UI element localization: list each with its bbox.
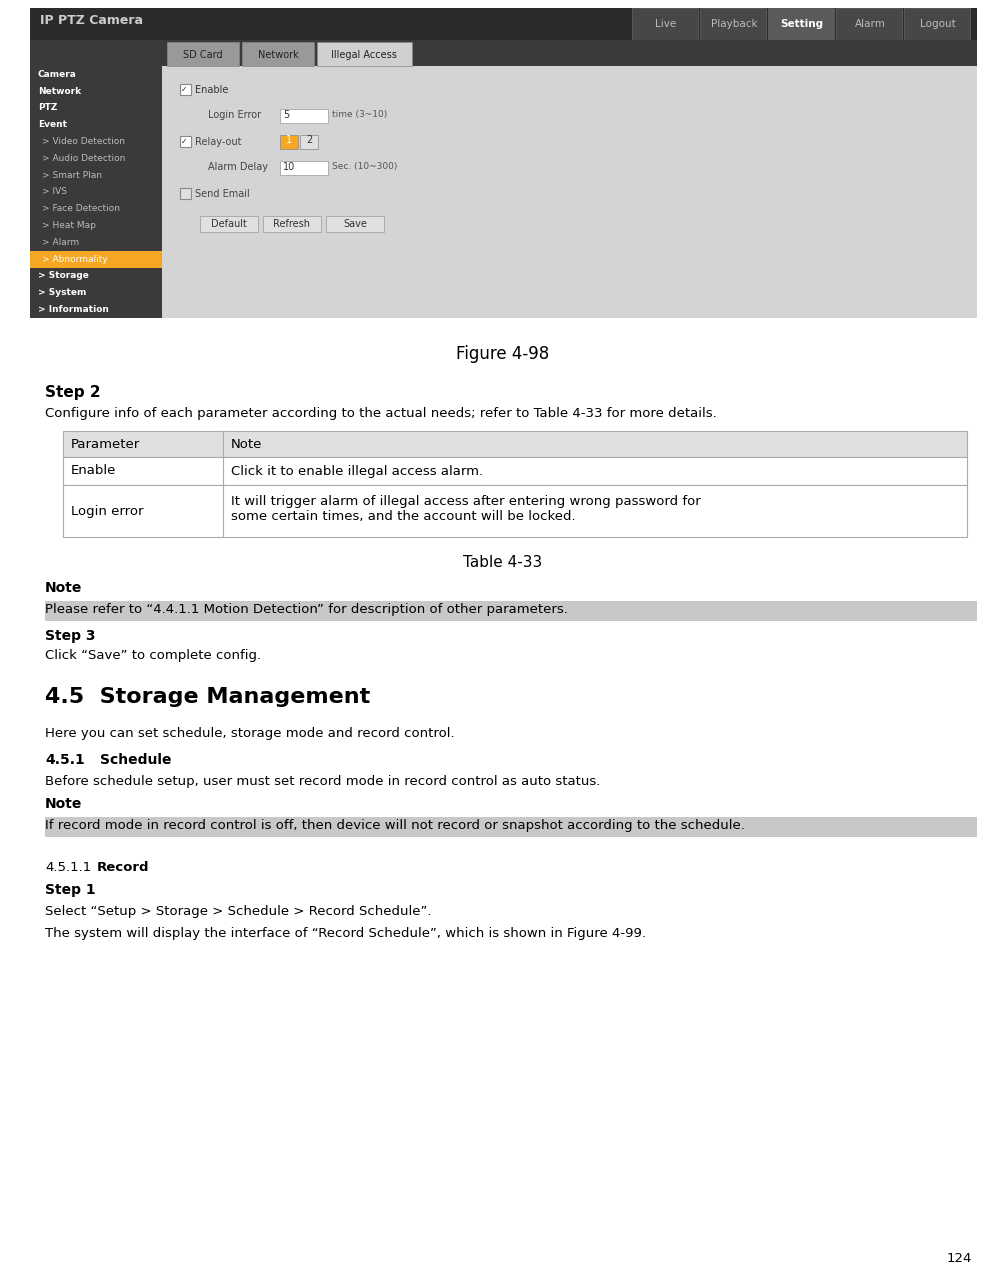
Text: > Alarm: > Alarm: [42, 238, 80, 247]
Text: Camera: Camera: [38, 69, 77, 78]
Text: Step 1: Step 1: [45, 883, 96, 897]
Bar: [242, 42, 314, 66]
Text: Schedule: Schedule: [100, 753, 171, 767]
Text: Table 4-33: Table 4-33: [463, 555, 543, 571]
Text: Relay-out: Relay-out: [195, 137, 242, 146]
Text: > Storage: > Storage: [38, 271, 89, 280]
Text: Playback: Playback: [711, 19, 757, 30]
Text: 124: 124: [947, 1252, 972, 1264]
Text: > Information: > Information: [38, 305, 109, 314]
Bar: [45, 601, 977, 621]
Text: Note: Note: [45, 581, 83, 595]
Text: Before schedule setup, user must set record mode in record control as auto statu: Before schedule setup, user must set rec…: [45, 775, 600, 788]
Bar: [167, 42, 239, 66]
Text: Enable: Enable: [195, 85, 229, 95]
Text: Step 3: Step 3: [45, 628, 96, 642]
Text: > Face Detection: > Face Detection: [42, 204, 120, 213]
Text: Login Error: Login Error: [208, 111, 261, 120]
Text: 4.5.1.1: 4.5.1.1: [45, 861, 92, 874]
Text: Enable: Enable: [71, 464, 117, 478]
Text: ✓: ✓: [181, 85, 187, 94]
Text: Save: Save: [343, 218, 367, 229]
Bar: [700, 8, 766, 40]
Text: Login error: Login error: [71, 505, 144, 518]
Bar: [280, 135, 298, 149]
Text: The system will display the interface of “Record Schedule”, which is shown in Fi: The system will display the interface of…: [45, 926, 646, 941]
Text: > Audio Detection: > Audio Detection: [42, 154, 126, 163]
Text: Sec. (10~300): Sec. (10~300): [332, 162, 398, 171]
Text: Figure 4-98: Figure 4-98: [456, 344, 550, 362]
Text: SD Card: SD Card: [183, 50, 223, 60]
Bar: [632, 8, 698, 40]
Text: 10: 10: [283, 162, 295, 172]
Text: Network: Network: [258, 50, 298, 60]
Bar: [30, 40, 977, 66]
Bar: [326, 216, 384, 233]
Bar: [45, 817, 977, 837]
Bar: [180, 136, 191, 146]
Text: Network: Network: [38, 86, 82, 95]
Text: 5: 5: [283, 111, 289, 120]
Text: Configure info of each parameter according to the actual needs; refer to Table 4: Configure info of each parameter accordi…: [45, 407, 717, 420]
Text: Note: Note: [45, 797, 83, 811]
Bar: [180, 188, 191, 199]
Bar: [836, 8, 902, 40]
Text: > Video Detection: > Video Detection: [42, 137, 125, 146]
Bar: [263, 216, 321, 233]
Text: If record mode in record control is off, then device will not record or snapshot: If record mode in record control is off,…: [45, 819, 745, 831]
Text: Here you can set schedule, storage mode and record control.: Here you can set schedule, storage mode …: [45, 727, 454, 740]
Bar: [280, 109, 328, 123]
Bar: [200, 216, 258, 233]
Text: Alarm: Alarm: [855, 19, 885, 30]
Bar: [180, 84, 191, 95]
Text: PTZ: PTZ: [38, 104, 57, 113]
Bar: [280, 161, 328, 175]
Text: > Heat Map: > Heat Map: [42, 221, 96, 230]
Text: Refresh: Refresh: [274, 218, 310, 229]
Bar: [904, 8, 970, 40]
Text: Please refer to “4.4.1.1 Motion Detection” for description of other parameters.: Please refer to “4.4.1.1 Motion Detectio…: [45, 603, 568, 616]
Bar: [300, 135, 318, 149]
Text: It will trigger alarm of illegal access after entering wrong password for
some c: It will trigger alarm of illegal access …: [231, 495, 701, 523]
Text: time (3~10): time (3~10): [332, 111, 388, 120]
Text: Event: Event: [38, 121, 67, 130]
Bar: [30, 8, 977, 40]
Text: Live: Live: [656, 19, 677, 30]
Text: 1: 1: [286, 135, 292, 145]
Bar: [30, 251, 162, 267]
Text: Select “Setup > Storage > Schedule > Record Schedule”.: Select “Setup > Storage > Schedule > Rec…: [45, 905, 432, 917]
Bar: [63, 430, 967, 457]
Text: > IVS: > IVS: [42, 188, 67, 197]
Text: > Smart Plan: > Smart Plan: [42, 171, 102, 180]
Text: Send Email: Send Email: [195, 189, 250, 199]
Text: Record: Record: [97, 861, 149, 874]
Text: Default: Default: [211, 218, 247, 229]
Text: Illegal Access: Illegal Access: [331, 50, 397, 60]
Bar: [63, 457, 967, 484]
Bar: [162, 66, 977, 317]
Text: Parameter: Parameter: [71, 437, 140, 451]
Text: > System: > System: [38, 288, 87, 297]
Bar: [30, 66, 162, 317]
Text: ✓: ✓: [181, 137, 187, 146]
Text: > Abnormality: > Abnormality: [42, 254, 108, 263]
Bar: [63, 484, 967, 537]
Text: Alarm Delay: Alarm Delay: [208, 162, 268, 172]
Text: Note: Note: [231, 437, 263, 451]
Text: Logout: Logout: [920, 19, 956, 30]
Text: 4.5  Storage Management: 4.5 Storage Management: [45, 687, 371, 707]
Bar: [768, 8, 834, 40]
Text: Click “Save” to complete config.: Click “Save” to complete config.: [45, 649, 261, 662]
Text: 4.5.1: 4.5.1: [45, 753, 85, 767]
Text: IP PTZ Camera: IP PTZ Camera: [40, 14, 143, 27]
Text: 2: 2: [306, 135, 312, 145]
Text: Step 2: Step 2: [45, 386, 101, 400]
Text: Setting: Setting: [780, 19, 824, 30]
Bar: [317, 42, 412, 66]
Bar: [30, 8, 977, 317]
Text: Click it to enable illegal access alarm.: Click it to enable illegal access alarm.: [231, 464, 483, 478]
